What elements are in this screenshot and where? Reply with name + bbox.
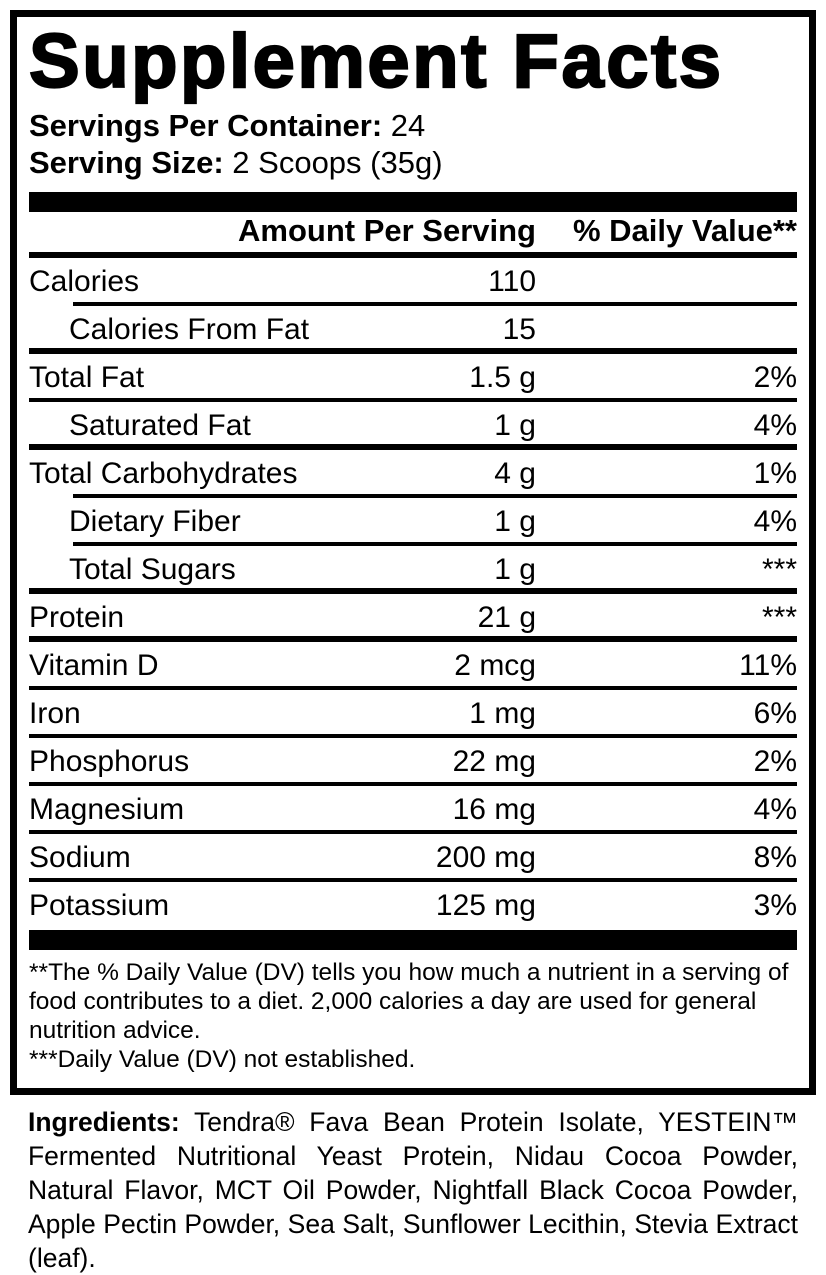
nutrient-name: Protein xyxy=(29,600,125,634)
table-row-calories: Calories 110 xyxy=(29,258,797,306)
table-header: Amount Per Serving % Daily Value** xyxy=(29,212,797,258)
divider-bar-top xyxy=(29,191,797,212)
serving-size-label: Serving Size: xyxy=(29,144,224,180)
nutrient-amount: 1.5 g xyxy=(469,360,536,394)
table-row-iron: Iron 1 mg 6% xyxy=(29,690,797,738)
nutrient-amount: 1 g xyxy=(494,504,536,538)
nutrient-name: Vitamin D xyxy=(29,648,159,682)
table-row-vitamin-d: Vitamin D 2 mcg 11% xyxy=(29,642,797,690)
nutrient-amount: 125 mg xyxy=(435,888,536,922)
ingredients-label: Ingredients: xyxy=(28,1107,180,1137)
nutrient-amount: 15 xyxy=(502,312,536,346)
supplement-facts-panel: Supplement Facts Servings Per Container:… xyxy=(10,10,816,1095)
table-row-magnesium: Magnesium 16 mg 4% xyxy=(29,786,797,834)
nutrient-name: Iron xyxy=(29,696,81,730)
nutrient-name: Total Sugars xyxy=(69,552,236,586)
table-row-dietary-fiber: Dietary Fiber 1 g 4% xyxy=(29,498,797,546)
table-row-phosphorus: Phosphorus 22 mg 2% xyxy=(29,738,797,786)
serving-size-value: 2 Scoops (35g) xyxy=(223,144,443,180)
servings-per-container: Servings Per Container: 24 xyxy=(29,107,797,144)
nutrient-dv: 3% xyxy=(753,888,797,922)
nutrient-name: Sodium xyxy=(29,840,131,874)
nutrient-dv: 1% xyxy=(753,456,797,490)
footnote-not-established: ***Daily Value (DV) not established. xyxy=(29,1045,416,1073)
nutrient-name: Total Fat xyxy=(29,360,145,394)
nutrient-amount: 2 mcg xyxy=(454,648,536,682)
footnote-daily-value: **The % Daily Value (DV) tells you how m… xyxy=(29,958,789,1044)
nutrient-name: Potassium xyxy=(29,888,170,922)
table-row-total-fat: Total Fat 1.5 g 2% xyxy=(29,354,797,402)
table-row-total-carbohydrates: Total Carbohydrates 4 g 1% xyxy=(29,450,797,498)
nutrient-dv: 2% xyxy=(753,744,797,778)
table-row-calories-from-fat: Calories From Fat 15 xyxy=(29,306,797,354)
nutrient-name: Total Carbohydrates xyxy=(29,456,298,490)
nutrient-dv: 4% xyxy=(753,792,797,826)
nutrient-amount: 200 mg xyxy=(435,840,536,874)
nutrient-amount: 1 mg xyxy=(469,696,536,730)
table-row-sodium: Sodium 200 mg 8% xyxy=(29,834,797,882)
nutrient-name: Saturated Fat xyxy=(69,408,251,442)
footnotes: **The % Daily Value (DV) tells you how m… xyxy=(29,950,797,1076)
nutrient-dv: 2% xyxy=(753,360,797,394)
nutrient-name: Magnesium xyxy=(29,792,185,826)
nutrient-dv: 6% xyxy=(753,696,797,730)
nutrient-amount: 22 mg xyxy=(452,744,536,778)
divider-bar-bottom xyxy=(29,929,797,950)
serving-size: Serving Size: 2 Scoops (35g) xyxy=(29,144,797,181)
nutrient-dv: 11% xyxy=(739,648,797,682)
nutrient-amount: 1 g xyxy=(494,552,536,586)
amount-per-serving-header: Amount Per Serving xyxy=(238,212,536,248)
ingredients-section: Ingredients: Tendra® Fava Bean Protein I… xyxy=(28,1105,798,1275)
table-row-potassium: Potassium 125 mg 3% xyxy=(29,882,797,930)
servings-value: 24 xyxy=(382,107,426,143)
daily-value-header: % Daily Value** xyxy=(572,212,797,248)
nutrient-dv: 8% xyxy=(753,840,797,874)
nutrient-dv: 4% xyxy=(753,504,797,538)
nutrient-name: Calories xyxy=(29,264,140,298)
nutrient-amount: 1 g xyxy=(494,408,536,442)
nutrient-amount: 4 g xyxy=(494,456,536,490)
facts-title: Supplement Facts xyxy=(28,19,724,104)
nutrient-name: Calories From Fat xyxy=(69,312,310,346)
table-row-saturated-fat: Saturated Fat 1 g 4% xyxy=(29,402,797,450)
servings-label: Servings Per Container: xyxy=(29,107,383,143)
nutrient-amount: 110 xyxy=(488,264,536,298)
table-row-total-sugars: Total Sugars 1 g *** xyxy=(29,546,797,594)
nutrient-dv: *** xyxy=(761,600,797,634)
nutrient-amount: 16 mg xyxy=(452,792,536,826)
nutrient-amount: 21 g xyxy=(477,600,536,634)
nutrient-name: Phosphorus xyxy=(29,744,190,778)
nutrient-dv: *** xyxy=(761,552,797,586)
table-row-protein: Protein 21 g *** xyxy=(29,594,797,642)
nutrient-name: Dietary Fiber xyxy=(69,504,241,538)
nutrient-dv: 4% xyxy=(753,408,797,442)
